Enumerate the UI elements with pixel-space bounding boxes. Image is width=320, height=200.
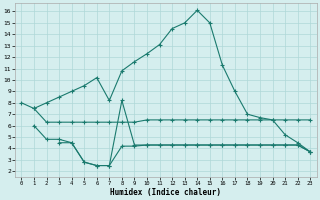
X-axis label: Humidex (Indice chaleur): Humidex (Indice chaleur) xyxy=(110,188,221,197)
